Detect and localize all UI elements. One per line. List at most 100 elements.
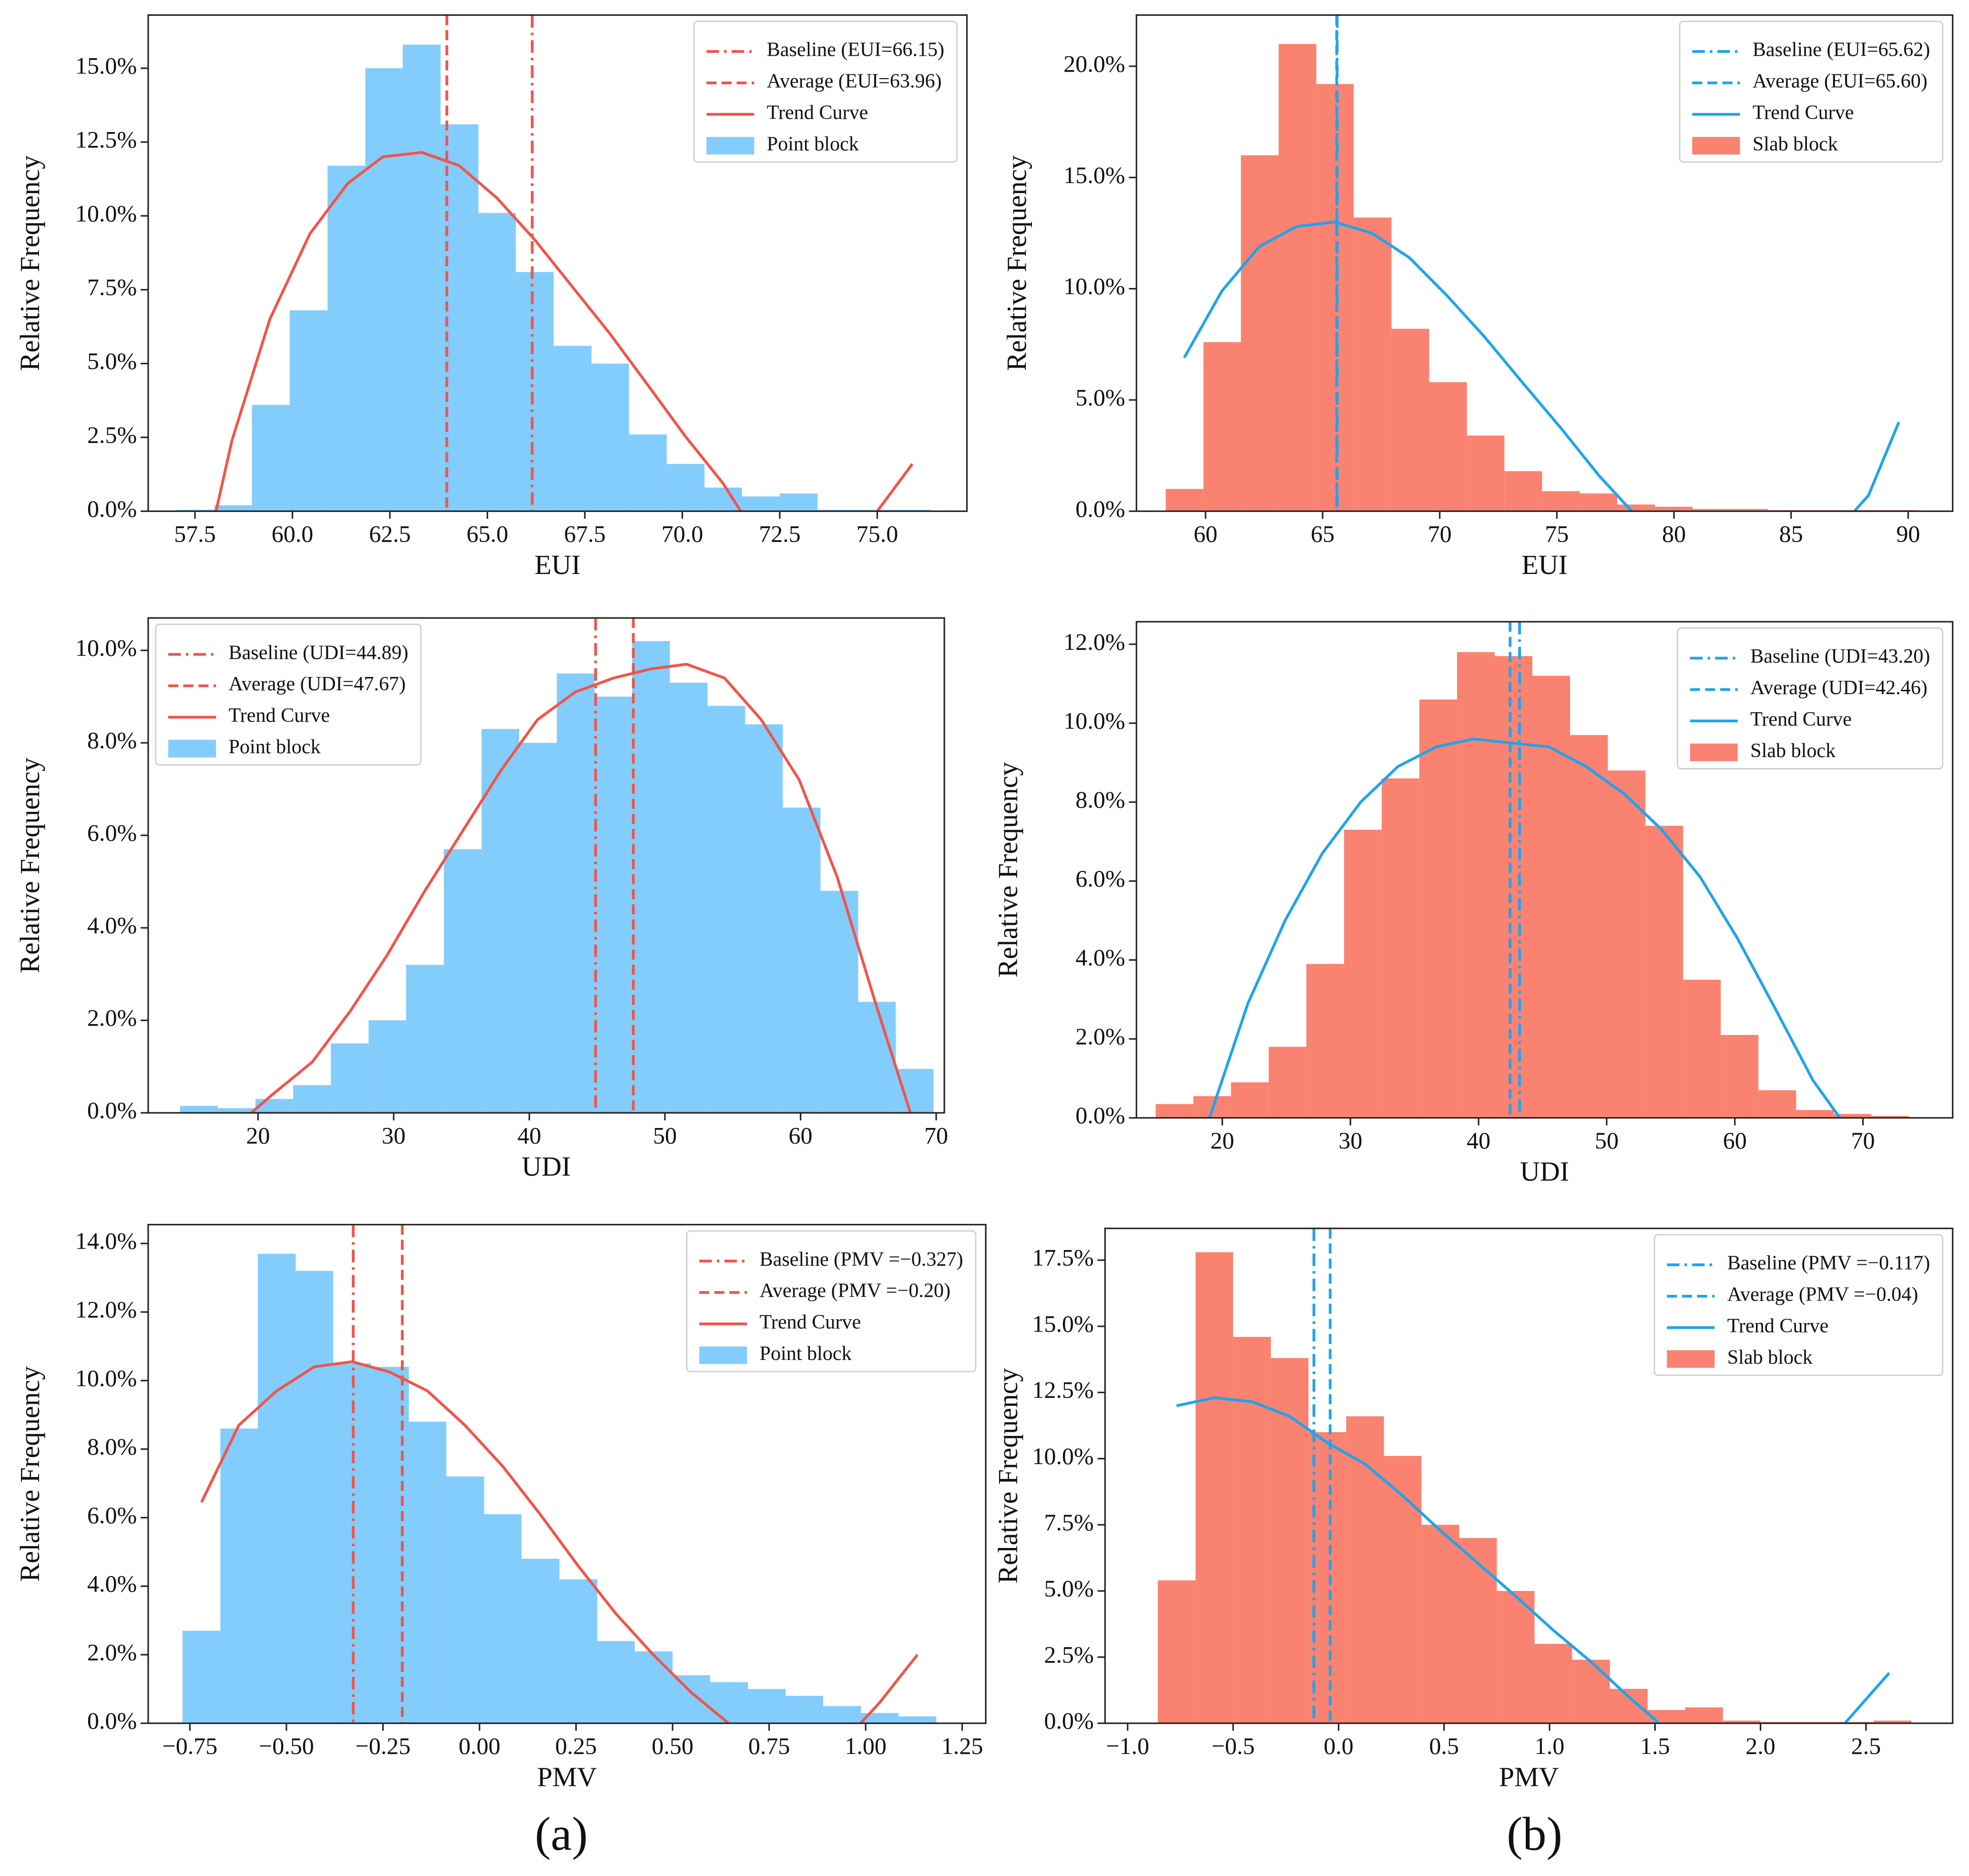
histogram-bar [666,464,705,512]
x-axis-label: EUI [534,549,581,580]
legend-label: Point block [767,133,859,155]
histogram-bar [257,1253,296,1723]
legend-label: Trend Curve [228,704,330,727]
histogram-bar [1542,491,1580,512]
y-tick-label: 2.5% [1044,1641,1093,1668]
y-tick-label: 6.0% [87,1502,137,1528]
histogram-bar [1610,1689,1648,1723]
histogram-bar [1504,471,1542,512]
panel: 20 30 40 50 60 70 0.0% 2.0% 4.0% 6.0% 8.0% 10.0% UDI… [14,617,948,1182]
panel: −1.0 −0.5 0.0 0.5 1.0 1.5 2.0 2.5 0.0% 2.5% 5.0% 7.… [992,1228,1954,1792]
x-tick-label: 65.0 [467,520,509,547]
x-tick-label: 1.25 [941,1732,983,1759]
histogram-bar [896,1069,934,1113]
legend-label: Trend Curve [767,101,868,123]
panel: 57.5 60.0 62.5 65.0 67.5 70.0 72.5 75.0 0.0% 2.5%… [14,14,968,580]
x-axis-label: UDI [1520,1156,1569,1187]
x-tick-label: 30 [1338,1127,1362,1154]
histogram-bar [214,505,252,512]
histogram-bar [1608,770,1646,1118]
legend-handle [706,137,755,155]
y-tick-label: 4.0% [87,1570,137,1597]
y-axis-label: Relative Frequency [1001,155,1032,371]
x-tick-label: 2.5 [1851,1732,1881,1759]
histogram-bar [597,1641,635,1723]
x-tick-label: 1.0 [1535,1732,1565,1759]
x-tick-label: 30 [382,1122,406,1148]
legend: Baseline (EUI=65.62) Average (EUI=65.60) T… [1679,21,1943,163]
histogram-bar [1306,964,1344,1118]
histogram-bar [1346,1416,1384,1723]
x-tick-label: −0.75 [162,1732,217,1759]
x-tick-label: 2.0 [1745,1732,1775,1759]
legend-frame [693,21,958,163]
legend-frame [1679,21,1943,163]
legend-label: Baseline (PMV =−0.327) [760,1248,963,1271]
y-tick-label: 5.0% [1075,384,1125,410]
histogram-bar [1873,1721,1912,1723]
histogram-bar [1344,830,1382,1118]
y-axis-label: Relative Frequency [14,1366,45,1582]
y-tick-label: 7.5% [1044,1509,1093,1536]
y-tick-label: 6.0% [87,820,137,846]
histogram-bar [1497,1591,1535,1723]
histogram-bar [406,964,444,1113]
histogram-bar [1871,1116,1909,1118]
axes-frame [147,1224,987,1724]
legend-frame [686,1230,977,1373]
histogram-bar [1391,328,1429,512]
y-tick-label: 12.5% [1032,1376,1093,1403]
y-tick-label: 14.0% [75,1228,137,1254]
x-tick-label: 75 [1545,520,1569,547]
legend-label: Slab block [1750,739,1836,762]
y-tick-label: 10.0% [1032,1443,1093,1469]
x-tick-label: 1.5 [1640,1732,1670,1759]
histogram-bar [446,1476,484,1723]
legend-frame [1677,627,1943,769]
x-tick-label: 50 [1595,1127,1619,1154]
y-tick-label: 15.0% [1032,1310,1093,1337]
x-tick-label: 0.50 [652,1732,694,1759]
histogram-bar [484,1514,522,1723]
legend-label: Trend Curve [760,1311,861,1333]
panel: 20 30 40 50 60 70 0.0% 2.0% 4.0% 6.0% 8.0% 10.0% 12.… [992,621,1954,1187]
histogram-bar [861,1713,899,1723]
histogram-bar [289,310,328,512]
x-tick-label: 0.75 [748,1732,790,1759]
histogram-bar [594,697,633,1113]
trend-curve [1176,1396,1890,1724]
histogram-bar [1730,509,1768,512]
x-tick-label: −0.25 [356,1732,411,1759]
histogram-bar [786,1696,824,1723]
x-axis-label: UDI [522,1151,571,1182]
y-tick-label: 10.0% [75,200,137,226]
y-tick-label: 0.0% [1075,1102,1125,1128]
legend-label: Baseline (UDI=43.20) [1750,645,1930,667]
y-tick-label: 12.0% [75,1296,137,1322]
x-tick-label: 57.5 [174,520,216,547]
histogram-bar [710,1682,748,1723]
x-tick-label: 0.00 [459,1732,500,1759]
y-tick-label: 15.0% [1063,162,1125,188]
y-tick-label: 0.0% [1044,1707,1093,1734]
trend-curve [1183,220,1900,513]
histogram-bar [1308,1432,1347,1723]
histogram-bar [783,807,821,1113]
legend-handle [1667,1350,1715,1368]
histogram-bar [704,487,742,512]
histogram-bar [481,729,520,1113]
legend-label: Average (UDI=47.67) [228,673,406,695]
legend: Baseline (EUI=66.15) Average (EUI=63.96) T… [693,21,958,163]
y-tick-label: 20.0% [1063,50,1125,77]
y-tick-label: 2.5% [87,421,137,448]
histogram-bar [1580,493,1618,512]
x-axis-label: PMV [537,1761,597,1792]
legend-label: Slab block [1753,133,1838,155]
histogram-bar [1459,1538,1497,1723]
y-tick-label: 0.0% [87,1097,137,1124]
histogram-bar [1354,217,1392,512]
histogram-bar [1421,1525,1459,1723]
histogram-bar [557,673,595,1113]
y-axis-label: Relative Frequency [992,762,1023,977]
histogram-bar [1271,1358,1309,1723]
